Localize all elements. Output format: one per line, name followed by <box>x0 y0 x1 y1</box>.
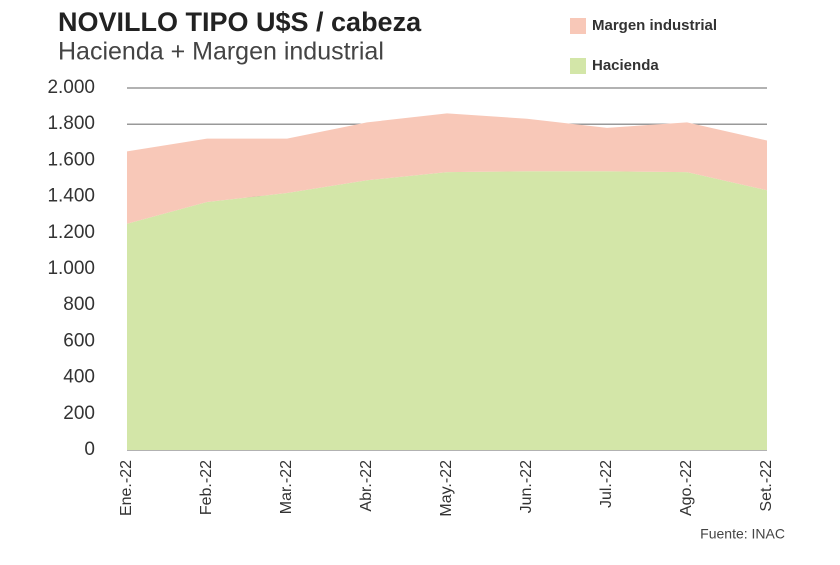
x-tick-label: Feb.-22 <box>198 460 215 515</box>
legend-swatch <box>570 18 586 34</box>
y-tick-label: 1.400 <box>47 186 95 207</box>
y-tick-label: 1.800 <box>47 113 95 134</box>
x-tick-label: May.-22 <box>438 460 455 517</box>
legend-swatch <box>570 58 586 74</box>
y-tick-label: 400 <box>63 367 95 388</box>
x-tick-label: Mar.-22 <box>278 460 295 514</box>
y-tick-label: 1.200 <box>47 222 95 243</box>
y-tick-label: 1.000 <box>47 258 95 279</box>
y-tick-label: 800 <box>63 294 95 315</box>
x-tick-label: Abr.-22 <box>358 460 375 512</box>
y-tick-label: 1.600 <box>47 149 95 170</box>
area <box>127 113 767 224</box>
chart-title: NOVILLO TIPO U$S / cabeza <box>58 7 422 37</box>
y-tick-label: 0 <box>84 439 95 460</box>
x-tick-label: Jul.-22 <box>598 460 615 508</box>
x-tick-label: Ago.-22 <box>678 460 695 516</box>
legend-label: Hacienda <box>592 57 659 74</box>
x-tick-label: Set.-22 <box>758 460 775 512</box>
source: Fuente: INAC <box>700 526 785 542</box>
chart-subtitle: Hacienda + Margen industrial <box>58 38 384 66</box>
y-tick-label: 200 <box>63 403 95 424</box>
legend-label: Margen industrial <box>592 17 717 34</box>
y-tick-label: 2.000 <box>47 77 95 98</box>
y-tick-label: 600 <box>63 330 95 351</box>
x-tick-label: Jun.-22 <box>518 460 535 513</box>
area <box>127 171 767 450</box>
x-tick-label: Ene.-22 <box>118 460 135 516</box>
